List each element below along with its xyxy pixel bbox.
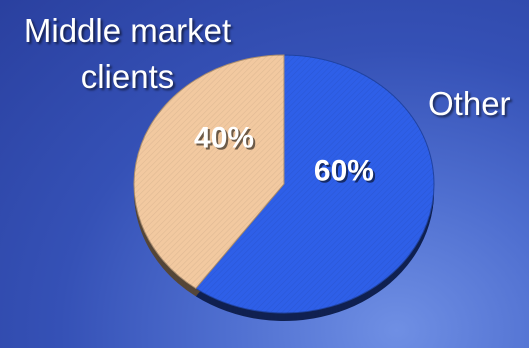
data-label-shadow-middle-market-clients: 40% xyxy=(196,123,256,156)
category-label-middle-market-clients: Middle market clients xyxy=(0,8,255,100)
data-label-shadow-other: 60% xyxy=(316,157,376,190)
pie-slice-texture-other xyxy=(195,55,435,313)
data-label-middle-market-clients: 40% xyxy=(194,121,254,154)
pie-data-labels: 60%60%40%40% xyxy=(194,121,376,189)
category-label-line-1: Middle market xyxy=(23,12,232,49)
pie-slice-texture-middle-market-clients xyxy=(134,55,284,289)
category-label-line-2: clients xyxy=(80,58,175,95)
category-label-other: Other xyxy=(428,85,511,122)
pie-top-layer xyxy=(133,54,435,314)
data-label-other: 60% xyxy=(314,155,374,188)
